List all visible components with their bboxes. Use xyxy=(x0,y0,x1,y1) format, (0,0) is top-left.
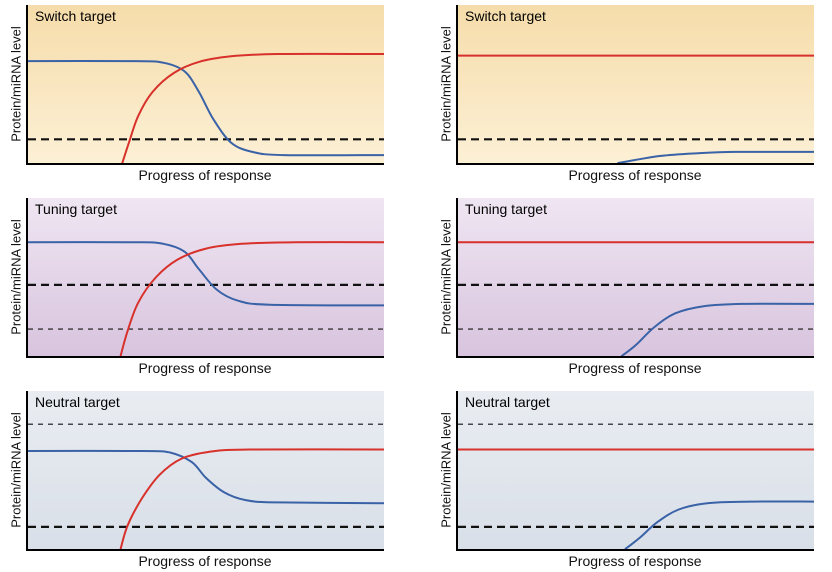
y-axis-label: Protein/miRNA level xyxy=(6,5,26,163)
y-axis-label: Protein/miRNA level xyxy=(6,198,26,356)
y-axis-label-text: Protein/miRNA level xyxy=(438,26,454,142)
x-axis-label: Progress of response xyxy=(138,167,272,183)
plot-area: Tuning target xyxy=(26,198,384,358)
x-axis-label: Progress of response xyxy=(568,553,702,569)
chart-canvas xyxy=(28,241,384,356)
panel-neutral-left: Protein/miRNA level Neutral target Progr… xyxy=(6,391,384,572)
chart-canvas xyxy=(28,423,384,549)
y-axis-label: Protein/miRNA level xyxy=(436,198,456,356)
plot-area: Switch target xyxy=(456,5,814,165)
panel-title: Switch target xyxy=(465,8,546,24)
chart-canvas xyxy=(28,52,384,163)
y-axis-label: Protein/miRNA level xyxy=(436,5,456,163)
panel-title: Neutral target xyxy=(35,394,120,410)
chart-canvas xyxy=(458,241,814,356)
chart-canvas xyxy=(458,54,814,163)
panel-title: Tuning target xyxy=(465,201,547,217)
y-axis-label-text: Protein/miRNA level xyxy=(8,412,24,528)
y-axis-label-text: Protein/miRNA level xyxy=(8,219,24,335)
x-axis-label: Progress of response xyxy=(568,167,702,183)
y-axis-label-text: Protein/miRNA level xyxy=(438,412,454,528)
panel-title: Switch target xyxy=(35,8,116,24)
plot-area: Tuning target xyxy=(456,198,814,358)
x-axis-label: Progress of response xyxy=(138,360,272,376)
plot-area: Switch target xyxy=(26,5,384,165)
panel-tuning-right: Protein/miRNA level Tuning target Progre… xyxy=(436,198,814,379)
y-axis-label-text: Protein/miRNA level xyxy=(438,219,454,335)
x-axis-label: Progress of response xyxy=(138,553,272,569)
panel-title: Neutral target xyxy=(465,394,550,410)
panel-title: Tuning target xyxy=(35,201,117,217)
chart-canvas xyxy=(458,423,814,549)
plot-area: Neutral target xyxy=(456,391,814,551)
panel-switch-right: Protein/miRNA level Switch target Progre… xyxy=(436,5,814,186)
panel-switch-left: Protein/miRNA level Switch target Progre… xyxy=(6,5,384,186)
x-axis-label: Progress of response xyxy=(568,360,702,376)
panel-neutral-right: Protein/miRNA level Neutral target Progr… xyxy=(436,391,814,572)
y-axis-label-text: Protein/miRNA level xyxy=(8,26,24,142)
y-axis-label: Protein/miRNA level xyxy=(436,391,456,549)
plot-area: Neutral target xyxy=(26,391,384,551)
panel-tuning-left: Protein/miRNA level Tuning target Progre… xyxy=(6,198,384,379)
y-axis-label: Protein/miRNA level xyxy=(6,391,26,549)
